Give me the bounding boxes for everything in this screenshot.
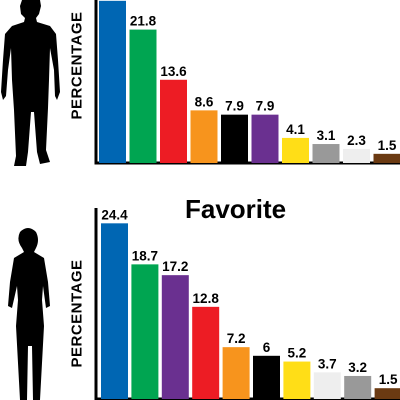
- value-label-black: 7.9: [225, 99, 244, 114]
- bar-red: [160, 79, 187, 163]
- value-label-yellow: 5.2: [288, 346, 307, 361]
- top-bar-chart: 21.8 13.6 8.6 7.9 7.9 4.1 3.1 2.3 1.5: [94, 0, 400, 165]
- bar-yellow: [283, 361, 311, 399]
- value-label-purple: 7.9: [256, 99, 275, 114]
- bar-green: [129, 29, 157, 163]
- bar-white: [313, 372, 341, 399]
- bar-black: [253, 355, 280, 399]
- bar-green: [131, 264, 159, 399]
- bar-purple: [251, 114, 279, 163]
- value-label-gray: 3.2: [348, 360, 367, 375]
- value-label-purple: 17.2: [162, 259, 188, 274]
- value-label-white: 2.3: [347, 133, 366, 148]
- bar-black: [221, 114, 248, 163]
- value-label-brown: 1.5: [378, 138, 397, 153]
- bar-red: [192, 306, 220, 399]
- value-label-white: 3.7: [318, 356, 337, 371]
- bottom-chart-title: Favorite: [185, 194, 287, 224]
- value-label-orange: 7.2: [227, 331, 246, 346]
- value-label-brown: 1.5: [379, 372, 398, 387]
- bar-yellow: [282, 137, 309, 163]
- value-label-green: 21.8: [130, 14, 157, 29]
- bar-gray: [312, 144, 340, 163]
- value-label-green: 18.7: [132, 248, 158, 263]
- bar-brown: [373, 153, 400, 163]
- value-label-red: 13.6: [160, 64, 187, 79]
- value-label-orange: 8.6: [195, 94, 214, 109]
- bar-purple: [161, 275, 189, 399]
- bar-blue: [99, 0, 126, 163]
- bar-orange: [190, 110, 218, 163]
- bar-blue: [101, 223, 128, 399]
- bar-brown: [374, 388, 400, 399]
- bar-white: [343, 148, 370, 163]
- bar-orange: [222, 347, 250, 399]
- value-label-red: 12.8: [193, 291, 220, 306]
- value-label-blue: 24.4: [101, 207, 128, 222]
- man-silhouette-icon: [1, 0, 60, 166]
- value-label-black: 6: [263, 340, 271, 355]
- bar-gray: [344, 375, 372, 399]
- value-label-yellow: 4.1: [286, 122, 305, 137]
- value-label-gray: 3.1: [317, 128, 336, 143]
- woman-silhouette-icon: [8, 228, 50, 400]
